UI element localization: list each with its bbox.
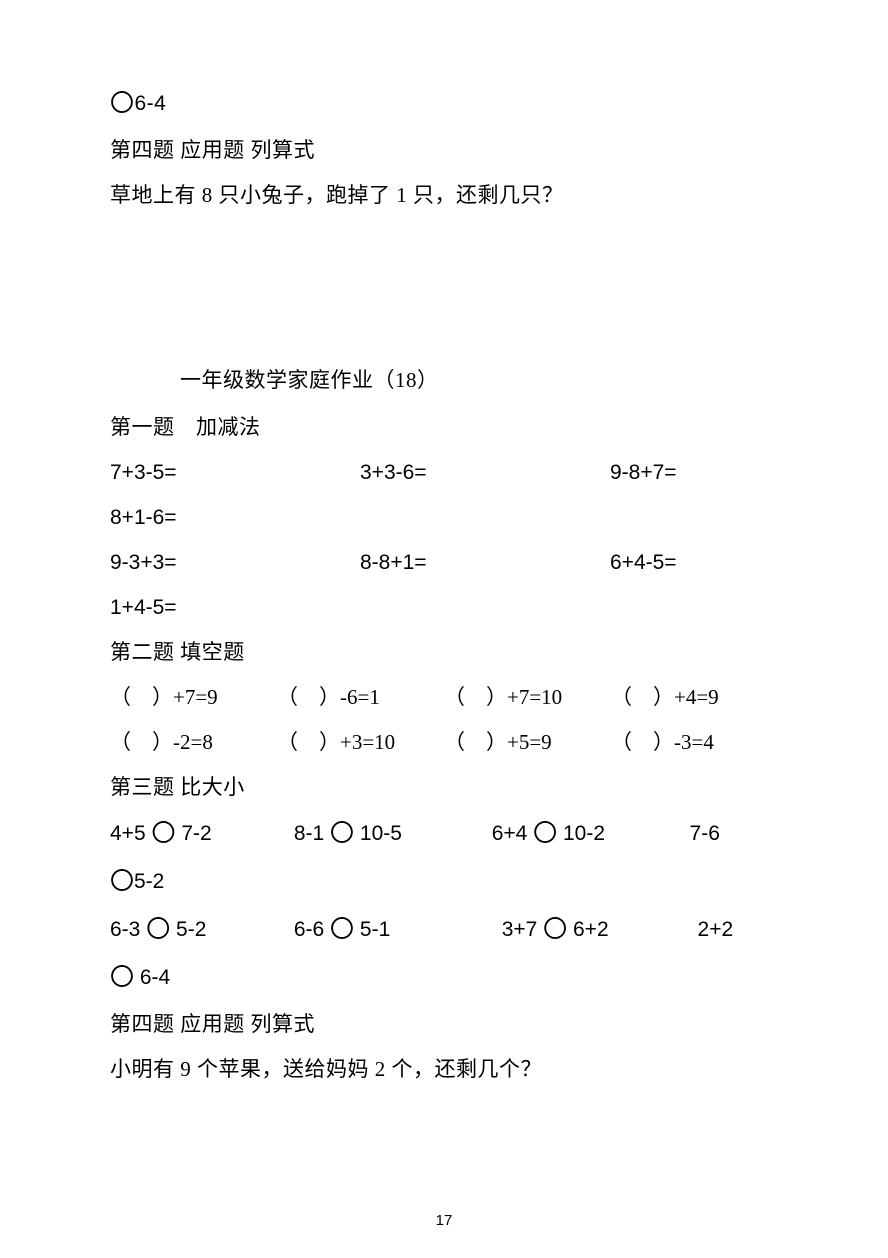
q3-r2-4l: 2+2 <box>698 918 734 941</box>
q1-r3-a: 9-3+3= <box>110 552 360 573</box>
q3-title: 第三题 比大小 <box>110 777 778 798</box>
carryover-expr: 6-4 <box>135 92 167 115</box>
q1-r1-a: 7+3-5= <box>110 462 360 483</box>
q3-r1-2l: 8-1 <box>294 822 324 845</box>
q2-row2: （ ）-2=8 （ ）+3=10 （ ）+5=9 （ ）-3=4 <box>110 732 778 753</box>
circle-icon: 〇 <box>330 918 354 942</box>
q1-row3: 9-3+3= 8-8+1= 6+4-5= <box>110 552 778 573</box>
q3-r2-3r: 6+2 <box>573 918 609 941</box>
q2-r2-c: （ ）+5=9 <box>444 732 611 753</box>
q3-r2-1r: 5-2 <box>176 918 206 941</box>
q1-title: 第一题 加减法 <box>110 417 778 438</box>
circle-icon: 〇 <box>533 822 557 846</box>
q3-r2-cont: 6-4 <box>140 966 170 989</box>
circle-icon: 〇 <box>110 92 135 116</box>
q2-row1: （ ）+7=9 （ ）-6=1 （ ）+7=10 （ ）+4=9 <box>110 687 778 708</box>
q3-row2: 6-3 〇 5-2 6-6 〇 5-1 3+7 〇 6+2 2+2 <box>110 918 778 942</box>
q2-r1-a: （ ）+7=9 <box>110 687 277 708</box>
q2-r2-d: （ ）-3=4 <box>611 732 778 753</box>
q3-row1-cont: 〇5-2 <box>110 870 778 894</box>
q3-r1-4l: 7-6 <box>690 822 720 845</box>
top-q4-title: 第四题 应用题 列算式 <box>110 140 778 161</box>
q1-r3-c: 6+4-5= <box>610 552 778 573</box>
q3-row2-cont: 〇 6-4 <box>110 966 778 990</box>
circle-icon: 〇 <box>151 822 175 846</box>
q3-r2-2r: 5-1 <box>360 918 390 941</box>
q2-r1-b: （ ）-6=1 <box>277 687 444 708</box>
circle-icon: 〇 <box>110 870 134 894</box>
q1-row2: 8+1-6= <box>110 507 778 528</box>
q3-r1-1r: 7-2 <box>181 822 211 845</box>
q3-row1: 4+5 〇 7-2 8-1 〇 10-5 6+4 〇 10-2 7-6 <box>110 822 778 846</box>
hw-title: 一年级数学家庭作业（18） <box>110 370 778 391</box>
q4-title: 第四题 应用题 列算式 <box>110 1014 778 1035</box>
q2-title: 第二题 填空题 <box>110 642 778 663</box>
q3-r1-1l: 4+5 <box>110 822 146 845</box>
q1-r3-b: 8-8+1= <box>360 552 610 573</box>
q3-r1-2r: 10-5 <box>360 822 402 845</box>
circle-icon: 〇 <box>110 966 134 990</box>
circle-icon: 〇 <box>330 822 354 846</box>
carryover-compare: 〇6-4 <box>110 92 778 116</box>
q1-row1: 7+3-5= 3+3-6= 9-8+7= <box>110 462 778 483</box>
q3-r1-3l: 6+4 <box>492 822 528 845</box>
q3-r2-1l: 6-3 <box>110 918 140 941</box>
q2-r1-d: （ ）+4=9 <box>611 687 778 708</box>
circle-icon: 〇 <box>543 918 567 942</box>
q1-r1-c: 9-8+7= <box>610 462 778 483</box>
q3-r1-3r: 10-2 <box>563 822 605 845</box>
q3-r1-cont: 5-2 <box>134 870 164 893</box>
q4-text: 小明有 9 个苹果，送给妈妈 2 个，还剩几个？ <box>110 1059 778 1080</box>
page-number: 17 <box>0 1213 888 1228</box>
q2-r2-b: （ ）+3=10 <box>277 732 444 753</box>
q3-r2-2l: 6-6 <box>294 918 324 941</box>
q2-r2-a: （ ）-2=8 <box>110 732 277 753</box>
q2-r1-c: （ ）+7=10 <box>444 687 611 708</box>
q1-row4: 1+4-5= <box>110 597 778 618</box>
circle-icon: 〇 <box>146 918 170 942</box>
top-q4-text: 草地上有 8 只小兔子，跑掉了 1 只，还剩几只？ <box>110 185 778 206</box>
q1-r1-b: 3+3-6= <box>360 462 610 483</box>
q3-r2-3l: 3+7 <box>502 918 538 941</box>
